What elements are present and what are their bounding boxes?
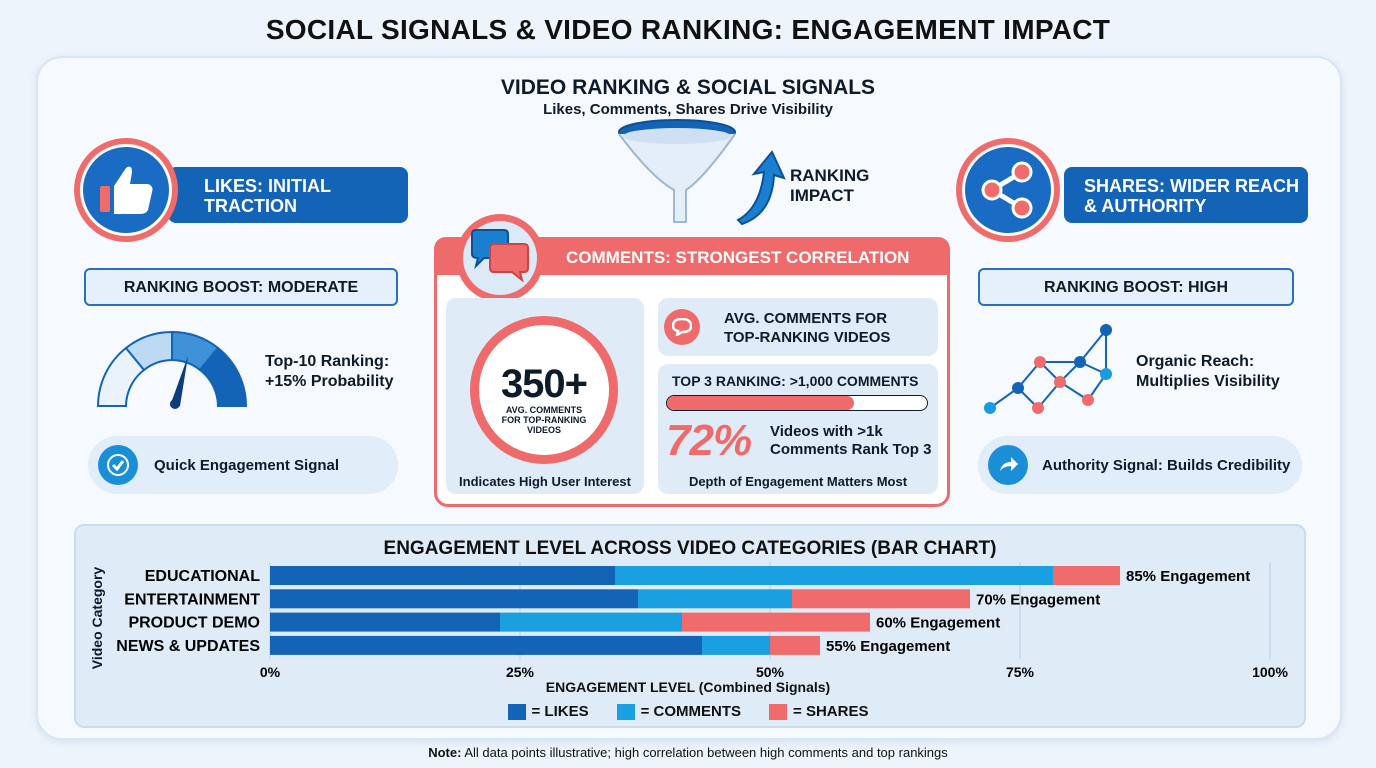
shares-label-line-1: SHARES: WIDER REACH	[1084, 176, 1300, 196]
comments-big-number: 350+	[500, 362, 588, 406]
big-caption-line-3: VIDEOS	[526, 425, 561, 435]
legend-likes: = LIKES	[507, 703, 589, 720]
likes-signal-text: Quick Engagement Signal	[154, 457, 340, 474]
footnote: Note: All data points illustrative; high…	[0, 745, 1376, 760]
likes-label-line-1: LIKES: INITIAL	[204, 176, 331, 196]
avg-title-line-2: TOP-RANKING VIDEOS	[724, 329, 891, 346]
likes-stat-line-2: +15% Probability	[265, 373, 394, 390]
likes-stat: Top-10 Ranking: +15% Probability	[265, 352, 394, 392]
top3-progress-fill	[667, 396, 855, 410]
big-caption-line-2: FOR TOP-RANKING	[501, 415, 587, 425]
legend-comments: = COMMENTS	[616, 703, 742, 720]
avg-comments-title: AVG. COMMENTS FOR TOP-RANKING VIDEOS	[724, 309, 890, 347]
ranking-up-arrow-icon	[736, 150, 786, 226]
section-subtitle: Likes, Comments, Shares Drive Visibility	[543, 101, 833, 118]
avg-comments-card	[658, 298, 938, 356]
footnote-bold: Note:	[428, 745, 462, 760]
likes-label-line-2: TRACTION	[204, 196, 297, 216]
likes-stat-line-1: Top-10 Ranking:	[265, 353, 390, 370]
top3-label: TOP 3 RANKING: >1,000 COMMENTS	[672, 373, 919, 389]
top3-percent: 72%	[666, 416, 752, 465]
comments-big-caption: AVG. COMMENTS FOR TOP-RANKING VIDEOS	[482, 405, 606, 435]
network-icon	[984, 324, 1112, 414]
shares-stat-line-1: Organic Reach:	[1136, 353, 1255, 370]
shares-badge	[956, 138, 1060, 242]
shares-stat: Organic Reach: Multiplies Visibility	[1136, 352, 1280, 392]
shares-signal-pill: Authority Signal: Builds Credibility	[978, 436, 1302, 494]
footnote-text: All data points illustrative; high corre…	[461, 745, 948, 760]
comments-right-footer: Depth of Engagement Matters Most	[688, 474, 908, 489]
likes-badge	[74, 138, 178, 242]
funnel-icon	[618, 119, 736, 223]
likes-signal-pill: Quick Engagement Signal	[88, 436, 398, 494]
avg-title-line-1: AVG. COMMENTS FOR	[724, 310, 888, 327]
chat-bubbles-icon	[471, 229, 529, 283]
comments-header: COMMENTS: STRONGEST CORRELATION	[566, 248, 910, 267]
share-icon	[981, 161, 1033, 219]
comments-badge	[450, 208, 550, 302]
check-icon	[98, 445, 138, 485]
ranking-impact-line-2: IMPACT	[790, 186, 854, 205]
thumbs-up-icon	[100, 166, 153, 214]
likes-boost-box: RANKING BOOST: MODERATE	[84, 268, 398, 306]
pct-text-line-2: Comments Rank Top 3	[770, 441, 932, 458]
top3-percent-text: Videos with >1k Comments Rank Top 3	[770, 423, 931, 459]
likes-label: LIKES: INITIAL TRACTION	[168, 167, 408, 223]
legend-shares-label: = SHARES	[793, 703, 869, 720]
forward-arrow-icon	[988, 445, 1028, 485]
chart-title: ENGAGEMENT LEVEL ACROSS VIDEO CATEGORIES…	[383, 538, 997, 559]
shares-label: SHARES: WIDER REACH & AUTHORITY	[1064, 167, 1308, 223]
shares-boost-box: RANKING BOOST: HIGH	[978, 268, 1294, 306]
main-title: SOCIAL SIGNALS & VIDEO RANKING: ENGAGEME…	[265, 14, 1111, 45]
legend-comments-label: = COMMENTS	[640, 703, 742, 720]
chart-x-axis-label: ENGAGEMENT LEVEL (Combined Signals)	[545, 679, 831, 695]
legend-likes-label: = LIKES	[531, 703, 589, 720]
comments-ring	[470, 316, 618, 464]
top3-progress-bar	[666, 395, 928, 411]
chart-y-axis-label: Video Category	[89, 566, 105, 670]
ranking-impact-label: RANKING IMPACT	[790, 166, 869, 206]
top3-card	[658, 364, 938, 494]
chart-legend: = LIKES = COMMENTS = SHARES	[0, 703, 1376, 720]
pct-text-line-1: Videos with >1k	[770, 423, 883, 440]
gauge-icon	[96, 330, 248, 409]
comments-left-footer: Indicates High User Interest	[459, 474, 631, 489]
shares-stat-line-2: Multiplies Visibility	[1136, 373, 1280, 390]
big-caption-line-1: AVG. COMMENTS	[505, 405, 583, 415]
shares-signal-text: Authority Signal: Builds Credibility	[1042, 457, 1291, 474]
legend-shares: = SHARES	[769, 703, 869, 720]
shares-label-line-2: & AUTHORITY	[1084, 196, 1207, 216]
ranking-impact-line-1: RANKING	[790, 166, 870, 185]
chat-icon	[664, 309, 700, 345]
section-title: VIDEO RANKING & SOCIAL SIGNALS	[500, 76, 876, 99]
